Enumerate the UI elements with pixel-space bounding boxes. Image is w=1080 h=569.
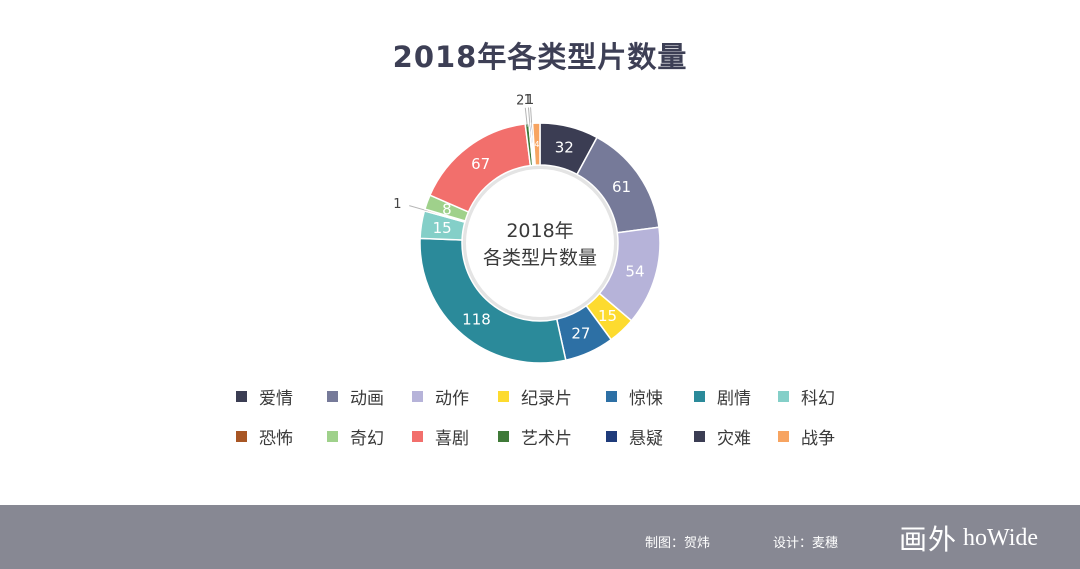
legend-label: 喜剧: [435, 428, 469, 449]
legend-item: 纪录片: [498, 384, 572, 409]
legend-item: 战争: [778, 424, 835, 449]
legend-swatch: [412, 430, 423, 442]
legend-row: 爱情 动画 动作 纪录片 惊悚 剧情 科幻: [236, 384, 856, 409]
legend-label: 纪录片: [521, 388, 572, 409]
brand-logo: 画外 hoWide: [899, 519, 1038, 557]
data-label-2: 54: [625, 262, 644, 280]
legend-swatch: [327, 390, 338, 402]
legend-swatch: [236, 390, 247, 402]
leader-line-11: [527, 107, 531, 127]
data-label-10: 2: [516, 94, 524, 109]
donut-inner-ring: [462, 165, 618, 321]
donut-slice-13: [531, 122, 541, 166]
center-label-line-0: 2018年: [506, 220, 573, 242]
data-label-7: 1: [393, 197, 401, 212]
legend-swatch: [327, 430, 338, 442]
legend-item: 动作: [412, 384, 469, 409]
brand-logo-cn: 画外: [899, 523, 958, 556]
leader-line-7: [409, 205, 428, 212]
data-label-6: 15: [433, 219, 452, 237]
legend-swatch: [606, 430, 617, 442]
legend-item: 科幻: [778, 384, 835, 409]
legend-swatch: [236, 430, 247, 442]
legend-label: 科幻: [801, 388, 835, 409]
data-label-1: 61: [612, 178, 631, 196]
data-label-12: 1: [526, 93, 534, 108]
legend-label: 爱情: [259, 388, 293, 409]
legend-label: 悬疑: [629, 428, 663, 449]
legend-swatch: [606, 390, 617, 402]
legend-swatch: [498, 430, 509, 442]
legend-swatch: [778, 430, 789, 442]
legend-row: 恐怖 奇幻 喜剧 艺术片 悬疑 灾难 战争: [236, 424, 856, 449]
legend-label: 剧情: [717, 388, 751, 409]
legend-item: 恐怖: [236, 424, 293, 449]
data-label-9: 67: [471, 155, 490, 173]
legend-label: 动作: [435, 388, 469, 409]
legend-swatch: [694, 430, 705, 442]
legend-item: 动画: [327, 384, 384, 409]
data-label-8: 8: [442, 201, 452, 219]
legend-label: 灾难: [717, 428, 751, 449]
legend-label: 艺术片: [521, 428, 572, 449]
legend-item: 灾难: [694, 424, 751, 449]
center-label-line-1: 各类型片数量: [483, 247, 597, 269]
legend-item: 喜剧: [412, 424, 469, 449]
legend-label: 恐怖: [259, 428, 293, 449]
legend-swatch: [694, 390, 705, 402]
legend-label: 动画: [350, 388, 384, 409]
legend-item: 剧情: [694, 384, 751, 409]
chart-title: 2018年各类型片数量: [392, 40, 688, 74]
legend-swatch: [412, 390, 423, 402]
credit-designer: 设计：麦穗: [773, 536, 839, 551]
legend-swatch: [778, 390, 789, 402]
legend-label: 战争: [801, 428, 835, 449]
legend-item: 悬疑: [606, 424, 663, 449]
data-label-13: 4: [534, 140, 539, 149]
legend-label: 奇幻: [350, 428, 384, 449]
legend-item: 艺术片: [498, 424, 572, 449]
legend-item: 惊悚: [606, 384, 663, 409]
donut-slice-5: [419, 237, 567, 364]
data-label-4: 27: [571, 325, 590, 343]
data-label-0: 32: [555, 138, 574, 156]
legend-item: 奇幻: [327, 424, 384, 449]
data-label-5: 118: [462, 310, 491, 328]
data-label-3: 15: [598, 307, 617, 325]
credit-author: 制图：贺炜: [645, 536, 711, 551]
legend-label: 惊悚: [629, 388, 663, 409]
data-label-11: 1: [524, 93, 532, 108]
legend-swatch: [498, 390, 509, 402]
legend-item: 爱情: [236, 384, 293, 409]
footer-bar: 制图：贺炜 设计：麦穗 画外 hoWide: [0, 505, 1080, 569]
leader-line-10: [524, 107, 528, 127]
brand-logo-en: hoWide: [963, 524, 1039, 551]
leader-line-12: [530, 107, 533, 127]
